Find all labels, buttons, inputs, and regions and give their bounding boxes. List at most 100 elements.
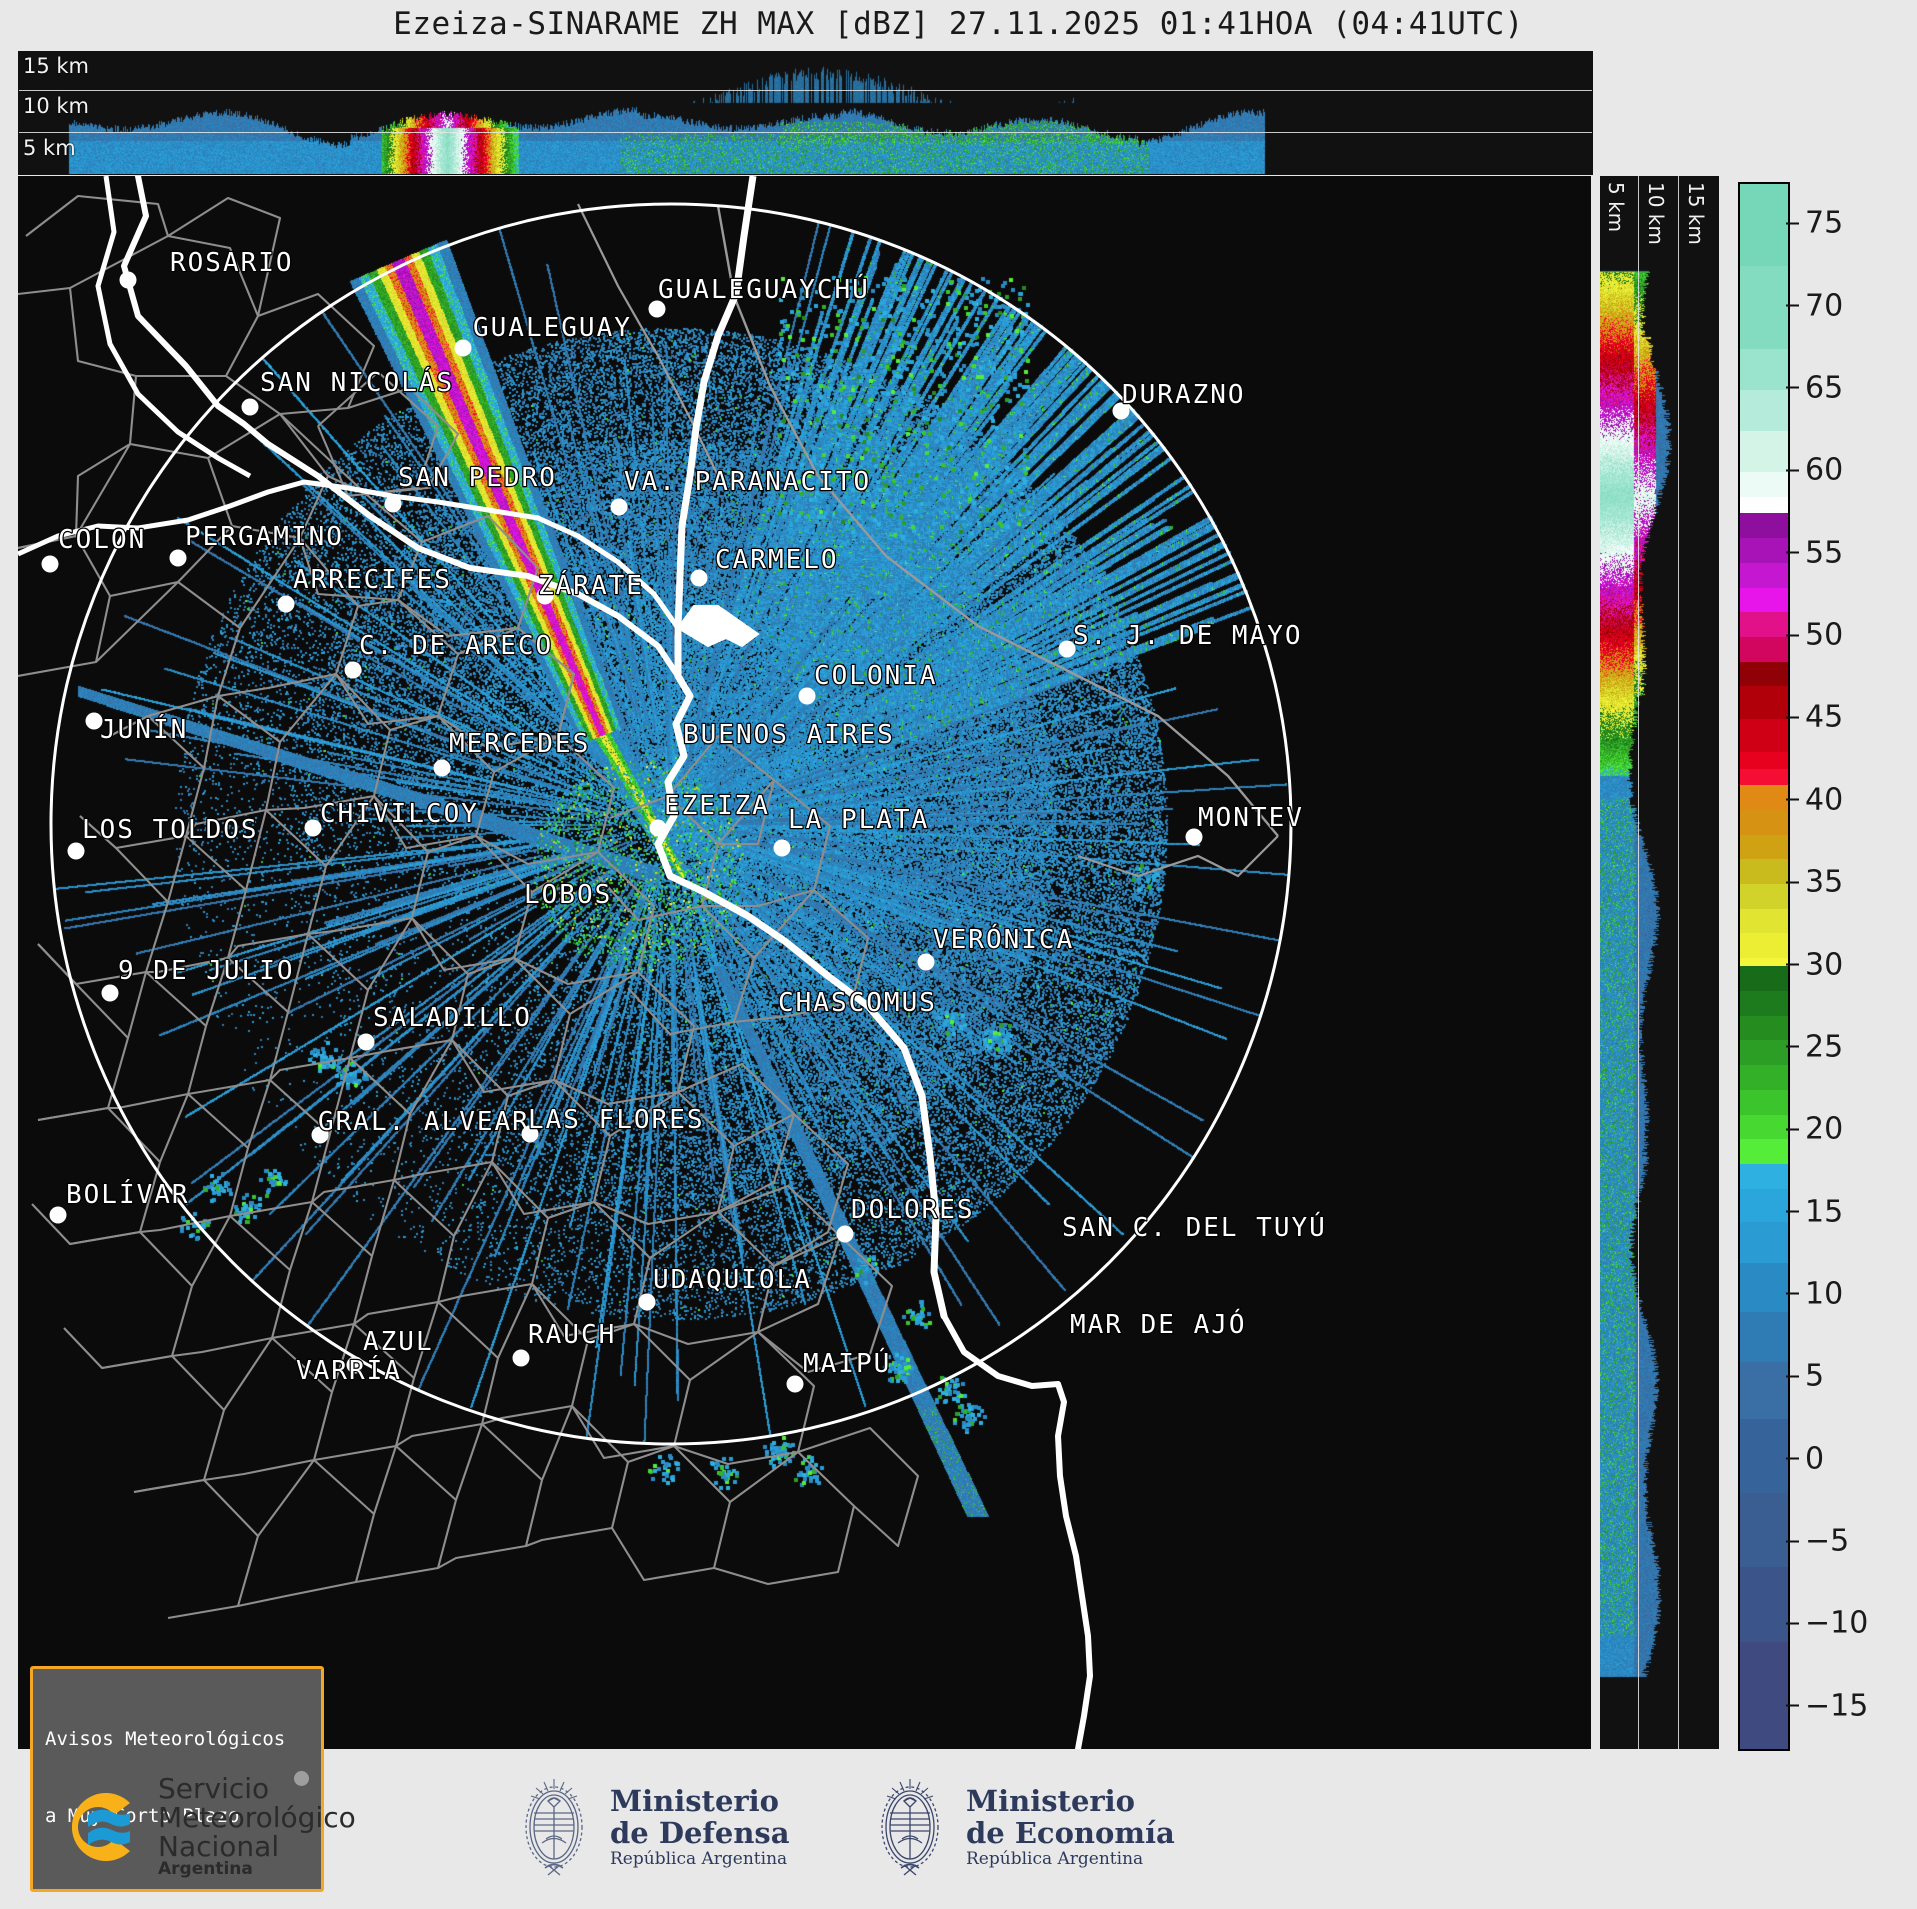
province-border[interactable]: [269, 932, 370, 1081]
map-city-marker[interactable]: COLONIA: [798, 660, 938, 705]
map-city-marker[interactable]: ARRECIFES: [277, 564, 452, 613]
province-border[interactable]: [349, 916, 470, 1060]
province-border[interactable]: [265, 672, 392, 812]
map-city-marker[interactable]: LA PLATA: [773, 804, 930, 857]
province-border[interactable]: [167, 196, 282, 317]
map-city-marker[interactable]: CHASCOMUS: [777, 987, 937, 1020]
province-border[interactable]: [525, 1404, 630, 1547]
map-city-marker[interactable]: CARMELO: [690, 544, 839, 587]
map-city-marker[interactable]: ROSARIO: [119, 247, 294, 289]
map-city-marker[interactable]: UDAQUIOLA: [638, 1264, 812, 1311]
map-city-marker[interactable]: 9 DE JULIO: [101, 955, 295, 1002]
uruguay-river[interactable]: [674, 176, 757, 676]
province-border[interactable]: [227, 808, 328, 959]
province-border[interactable]: [185, 694, 282, 837]
map-city-marker[interactable]: DURAZNO: [1112, 379, 1246, 420]
delta-islands[interactable]: [676, 605, 760, 648]
province-border[interactable]: [437, 1160, 550, 1304]
map-city-marker[interactable]: SALADILLO: [357, 1002, 532, 1051]
province-border[interactable]: [31, 1106, 162, 1246]
province-border[interactable]: [393, 1038, 510, 1182]
map-city-marker[interactable]: CHIVILCOY: [304, 798, 479, 837]
province-border[interactable]: [75, 442, 234, 598]
map-city-marker[interactable]: S. J. DE MAYO: [1058, 620, 1303, 658]
province-border[interactable]: [355, 1444, 458, 1584]
province-border[interactable]: [133, 1478, 260, 1620]
province-border[interactable]: [447, 626, 576, 737]
province-border[interactable]: [797, 1426, 920, 1548]
province-border[interactable]: [437, 1422, 544, 1569]
province-border[interactable]: [593, 1090, 736, 1226]
province-border[interactable]: [237, 1458, 376, 1608]
map-city-marker[interactable]: DOLORES: [836, 1194, 975, 1243]
province-border[interactable]: [171, 1214, 292, 1358]
province-border[interactable]: [271, 1200, 374, 1340]
province-border[interactable]: [37, 943, 130, 1122]
province-border[interactable]: [18, 534, 112, 678]
map-city-marker[interactable]: SAN NICOLÁS: [241, 365, 455, 416]
national-border[interactable]: [716, 205, 1279, 837]
parana-tributary[interactable]: [95, 176, 252, 479]
map-city-marker[interactable]: C. DE ARECO: [344, 630, 554, 679]
atlantic-coast[interactable]: [941, 1313, 1093, 1749]
province-border[interactable]: [611, 1444, 732, 1582]
province-border[interactable]: [373, 714, 496, 850]
province-border[interactable]: [203, 1336, 334, 1482]
province-border[interactable]: [63, 1230, 194, 1370]
province-border[interactable]: [108, 970, 208, 1110]
province-border[interactable]: [757, 1234, 894, 1374]
map-city-marker[interactable]: MAIPÚ: [786, 1346, 892, 1393]
province-border[interactable]: [633, 1210, 776, 1346]
province-border[interactable]: [317, 370, 440, 498]
province-border[interactable]: [713, 1450, 856, 1586]
province-border[interactable]: [397, 514, 540, 638]
map-city-marker[interactable]: BUENOS AIRES: [682, 719, 895, 752]
province-border[interactable]: [513, 850, 656, 986]
map-city-marker[interactable]: MERCEDES: [433, 728, 591, 777]
map-city-marker[interactable]: VERÓNICA: [917, 922, 1075, 971]
map-city-marker[interactable]: AZUL: [346, 1326, 434, 1374]
province-border[interactable]: [571, 1322, 692, 1460]
province-border[interactable]: [733, 1112, 850, 1267]
province-border[interactable]: [225, 292, 376, 416]
map-city-marker[interactable]: VARRÍA: [295, 1353, 402, 1388]
province-border[interactable]: [25, 194, 170, 237]
map-city-marker[interactable]: SAN C. DEL TUYÚ: [1061, 1210, 1327, 1245]
parana-river[interactable]: [121, 176, 681, 679]
map-city-marker[interactable]: COLON: [41, 524, 147, 573]
map-city-marker[interactable]: SAN PEDRO: [384, 462, 557, 513]
national-border[interactable]: [1077, 835, 1279, 878]
province-border[interactable]: [307, 794, 430, 936]
province-border[interactable]: [491, 1078, 612, 1216]
province-border[interactable]: [313, 1322, 416, 1462]
map-city-marker[interactable]: GRAL. ALVEAR: [311, 1106, 530, 1144]
province-border[interactable]: [18, 286, 138, 550]
map-city-marker[interactable]: MAR DE AJÓ: [1069, 1307, 1247, 1342]
province-border[interactable]: [717, 1184, 842, 1333]
radar-map-panel[interactable]: ROSARIO GUALEGUAYCHÚ GUALEGUAY SAN NICOLÁS D…: [18, 176, 1591, 1749]
province-border[interactable]: [353, 1178, 456, 1325]
map-city-marker[interactable]: LAS FLORES: [521, 1104, 705, 1143]
province-border[interactable]: [187, 956, 290, 1096]
map-city-marker[interactable]: JUNÍN: [85, 712, 189, 746]
province-border[interactable]: [733, 888, 870, 1024]
map-city-marker[interactable]: VA. PARANACITO: [610, 466, 872, 516]
radar-range-ring[interactable]: [49, 202, 1293, 1446]
province-border[interactable]: [627, 904, 756, 1036]
province-border[interactable]: [335, 598, 460, 726]
province-border[interactable]: [95, 580, 242, 737]
province-border[interactable]: [311, 1056, 412, 1203]
map-city-marker[interactable]: PERGAMINO: [169, 521, 344, 567]
province-border[interactable]: [481, 1282, 590, 1426]
national-border[interactable]: [577, 203, 719, 477]
province-border[interactable]: [597, 794, 720, 922]
province-border[interactable]: [553, 970, 696, 1106]
province-border[interactable]: [702, 778, 832, 908]
province-border[interactable]: [101, 1354, 226, 1494]
map-city-marker[interactable]: LOBOS: [523, 879, 612, 912]
province-border[interactable]: [69, 234, 260, 378]
map-city-marker[interactable]: MONTEV: [1185, 802, 1304, 846]
map-city-marker[interactable]: GUALEGUAY: [454, 312, 632, 357]
province-border[interactable]: [146, 834, 248, 974]
province-border[interactable]: [207, 412, 330, 540]
